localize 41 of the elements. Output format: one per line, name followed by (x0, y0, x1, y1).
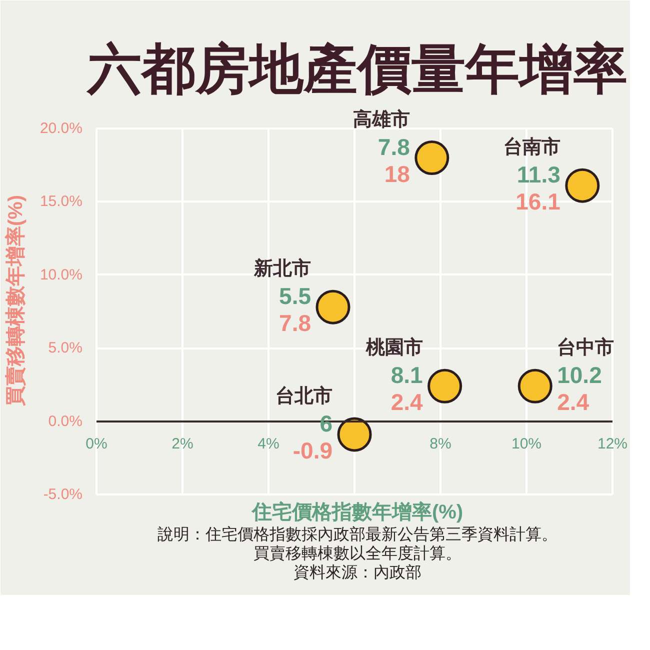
x-tick-label: 2% (172, 435, 194, 452)
series-label: 桃園市 (364, 336, 423, 359)
chart-title: 六都房地產價量年增率 (86, 40, 628, 100)
data-label: 18 (384, 160, 410, 187)
x-tick-label: 8% (430, 435, 452, 452)
series-label: 新北市 (253, 258, 311, 280)
x-tick-label: 4% (258, 435, 280, 452)
point (428, 368, 462, 404)
y-tick-label: 15.0% (40, 193, 83, 210)
point (414, 140, 450, 175)
x-axis-title: 住宅價格指數年增率(%) (250, 500, 464, 524)
x-tick-label: 0% (86, 435, 108, 452)
text: 買賣移轉棟數以全年度計算。 (254, 544, 462, 562)
data-label: 16.1 (516, 188, 561, 215)
annotation: 7.8 (378, 134, 410, 160)
x-tick-label: 10% (511, 435, 542, 452)
y-axis-title: 買賣移轉棟數年增率(%) (4, 194, 27, 408)
annotation: 10.2 (557, 362, 602, 388)
y-tick-label: 5.0% (48, 340, 83, 357)
annotation: 11.3 (516, 162, 560, 188)
annotation: 5.5 (279, 283, 312, 310)
point (565, 168, 600, 203)
data-label: -0.9 (292, 437, 333, 464)
y-tick-label: -5.0% (43, 486, 83, 503)
y-tick-label: 0.0% (48, 412, 83, 430)
point (337, 417, 372, 452)
text: 說明：住宅價格指數採內政部最新公告第三季資料計算。 (158, 526, 558, 544)
point (518, 368, 552, 404)
data-label: 2.4 (390, 389, 424, 416)
data-label: 7.8 (279, 310, 312, 336)
y-tick-label: 20.0% (40, 120, 83, 137)
x-tick-label: 12% (597, 435, 628, 452)
point (316, 290, 350, 324)
y-tick-label: 10.0% (40, 266, 83, 284)
series-label: 高雄市 (352, 108, 410, 130)
series-label: 台南市 (503, 136, 560, 158)
series-label: 台中市 (557, 336, 614, 359)
series-label: 台北市 (276, 384, 332, 407)
source-note: 資料來源：內政部 (294, 564, 422, 582)
data-label: 2.4 (557, 389, 590, 416)
annotation: 8.1 (390, 362, 424, 388)
